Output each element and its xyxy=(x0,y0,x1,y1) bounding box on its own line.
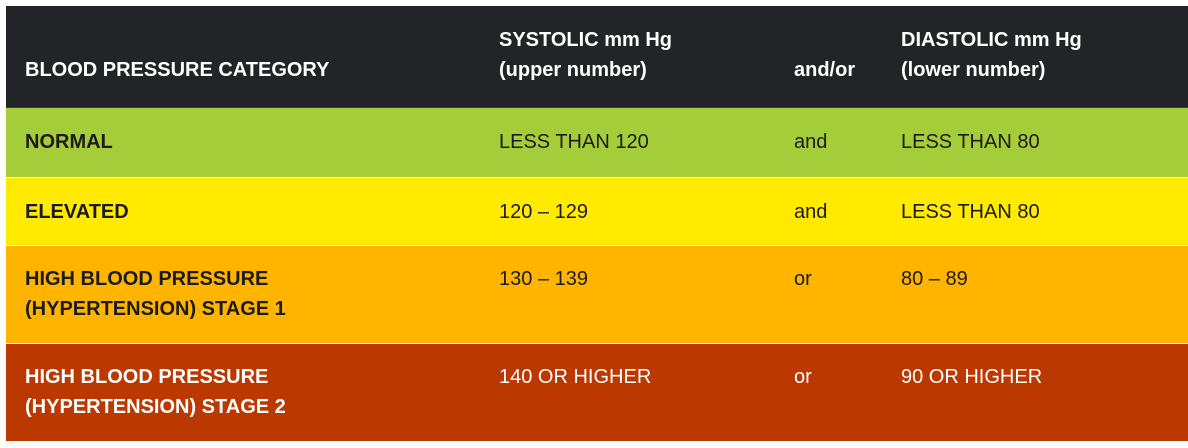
systolic-cell: LESS THAN 120 xyxy=(499,131,649,153)
table-header-row: BLOOD PRESSURE CATEGORY SYSTOLIC mm Hg (… xyxy=(6,6,1188,107)
diastolic-cell: 90 OR HIGHER xyxy=(901,366,1043,388)
category-line: (HYPERTENSION) STAGE 2 xyxy=(25,396,286,418)
diastolic-cell: 80 – 89 xyxy=(901,268,968,290)
table-row-normal: NORMAL LESS THAN 120 and LESS THAN 80 xyxy=(6,107,1188,177)
category-cell: HIGH BLOOD PRESSURE (HYPERTENSION) STAGE… xyxy=(25,362,286,422)
category-cell: HIGH BLOOD PRESSURE (HYPERTENSION) STAGE… xyxy=(25,264,286,324)
header-systolic-subtitle: (upper number) xyxy=(499,59,647,81)
systolic-cell: 140 OR HIGHER xyxy=(499,366,652,388)
table-row-stage-2: HIGH BLOOD PRESSURE (HYPERTENSION) STAGE… xyxy=(6,343,1188,441)
header-diastolic: DIASTOLIC mm Hg (lower number) xyxy=(901,25,1082,85)
header-diastolic-title: DIASTOLIC mm Hg xyxy=(901,29,1082,51)
header-diastolic-subtitle: (lower number) xyxy=(901,59,1046,81)
connector-cell: and xyxy=(794,201,828,223)
header-andor: and/or xyxy=(794,59,856,81)
table-row-elevated: ELEVATED 120 – 129 and LESS THAN 80 xyxy=(6,177,1188,245)
header-systolic: SYSTOLIC mm Hg (upper number) xyxy=(499,25,672,85)
diastolic-cell: LESS THAN 80 xyxy=(901,201,1040,223)
category-line: HIGH BLOOD PRESSURE xyxy=(25,268,269,290)
systolic-cell: 120 – 129 xyxy=(499,201,588,223)
header-category: BLOOD PRESSURE CATEGORY xyxy=(25,59,330,81)
systolic-cell: 130 – 139 xyxy=(499,268,588,290)
category-line: (HYPERTENSION) STAGE 1 xyxy=(25,298,286,320)
connector-cell: or xyxy=(794,268,812,290)
connector-cell: and xyxy=(794,131,828,153)
header-systolic-title: SYSTOLIC mm Hg xyxy=(499,29,672,51)
category-cell: ELEVATED xyxy=(25,201,129,223)
table-row-stage-1: HIGH BLOOD PRESSURE (HYPERTENSION) STAGE… xyxy=(6,245,1188,343)
diastolic-cell: LESS THAN 80 xyxy=(901,131,1040,153)
blood-pressure-table: BLOOD PRESSURE CATEGORY SYSTOLIC mm Hg (… xyxy=(6,6,1188,448)
connector-cell: or xyxy=(794,366,812,388)
category-line: HIGH BLOOD PRESSURE xyxy=(25,366,269,388)
category-cell: NORMAL xyxy=(25,131,113,153)
